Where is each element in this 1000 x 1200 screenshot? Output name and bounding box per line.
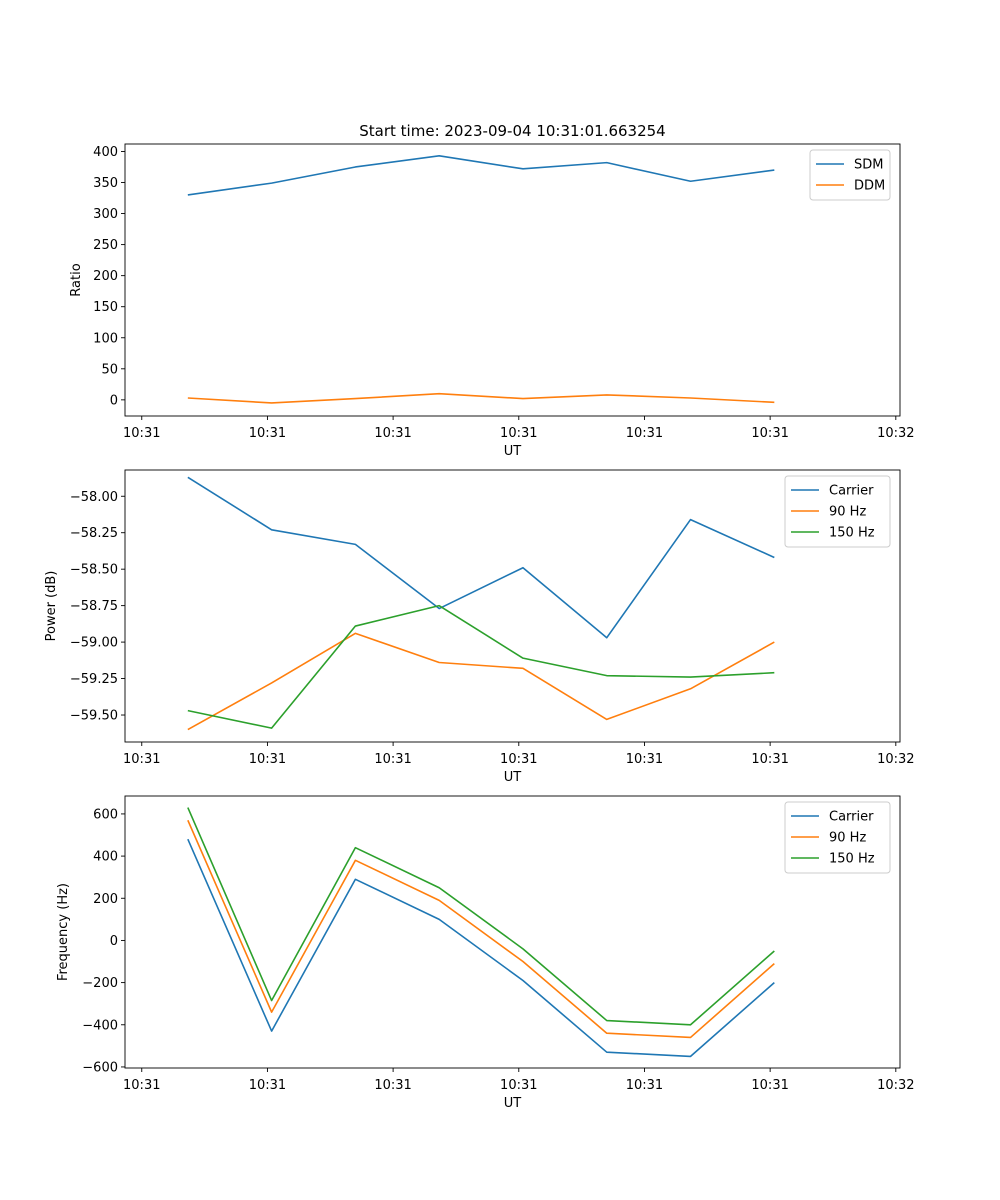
legend-label: Carrier (829, 484, 874, 499)
y-tick-label: 600 (93, 807, 118, 822)
y-axis-label: Power (dB) (44, 571, 59, 642)
y-tick-label: −58.50 (70, 563, 118, 578)
legend-label: 150 Hz (829, 526, 875, 541)
y-tick-label: 200 (93, 269, 118, 284)
legend-box (809, 149, 891, 201)
x-tick-label: 10:31 (123, 752, 160, 767)
plot-3: −600 −400 −200 0 200 400 600 10:31 10:31 10:31 10:… (56, 795, 915, 1111)
series-line-90-hz (187, 632, 775, 731)
x-tick-label: 10:31 (249, 752, 286, 767)
y-tick-label: 350 (93, 176, 118, 191)
x-tick-label: 10:31 (374, 426, 411, 441)
legend-box (784, 801, 891, 874)
x-tick-label: 10:31 (249, 426, 286, 441)
series-line-ddm (187, 392, 775, 404)
x-tick-label: 10:31 (626, 752, 663, 767)
series-line-sdm (187, 155, 775, 196)
y-tick-label: −600 (82, 1060, 118, 1075)
y-tick-label: 400 (93, 850, 118, 865)
series-line-150-hz (187, 604, 775, 729)
plot-1: 0 50 100 150 200 250 300 350 400 10:31 10:31 10:31 1… (69, 143, 915, 459)
y-tick-label: −200 (82, 976, 118, 991)
plots-container: 0 50 100 150 200 250 300 350 400 10:31 10:31 10:31 1… (44, 143, 915, 1111)
series-line-90-hz (187, 819, 775, 1039)
x-axis-label: UT (504, 1096, 522, 1111)
plot-2: −59.50 −59.25 −59.00 −58.75 −58.50 −58.25 −58.… (44, 469, 915, 785)
x-tick-label: 10:31 (500, 426, 537, 441)
y-tick-label: 400 (93, 145, 118, 160)
y-tick-label: 150 (93, 300, 118, 315)
x-tick-label: 10:31 (751, 752, 788, 767)
y-tick-label: 250 (93, 238, 118, 253)
x-tick-label: 10:32 (877, 426, 914, 441)
legend-label: 150 Hz (829, 852, 875, 867)
y-tick-label: 50 (101, 362, 118, 377)
x-tick-label: 10:31 (751, 1078, 788, 1093)
figure-title: Start time: 2023-09-04 10:31:01.663254 (359, 122, 665, 140)
y-tick-label: 0 (110, 393, 118, 408)
x-axis-label: UT (504, 444, 522, 459)
x-tick-label: 10:31 (249, 1078, 286, 1093)
axes-frame (124, 469, 901, 743)
y-axis-label: Frequency (Hz) (56, 883, 71, 981)
legend-label: DDM (854, 179, 885, 194)
y-axis-label: Ratio (69, 263, 84, 296)
y-tick-label: −59.25 (70, 672, 118, 687)
x-tick-label: 10:31 (500, 1078, 537, 1093)
x-tick-label: 10:31 (374, 752, 411, 767)
y-tick-label: 100 (93, 331, 118, 346)
legend-label: 90 Hz (829, 831, 866, 846)
x-axis-label: UT (504, 770, 522, 785)
y-tick-label: 300 (93, 207, 118, 222)
x-tick-label: 10:31 (374, 1078, 411, 1093)
y-tick-label: −59.50 (70, 709, 118, 724)
y-tick-label: −58.25 (70, 526, 118, 541)
legend-label: Carrier (829, 810, 874, 825)
legend-label: SDM (854, 158, 883, 173)
y-tick-label: −59.00 (70, 636, 118, 651)
x-tick-label: 10:31 (500, 752, 537, 767)
axes-frame (124, 143, 901, 417)
series-line-carrier (187, 476, 775, 639)
y-tick-label: 200 (93, 892, 118, 907)
x-tick-label: 10:31 (626, 426, 663, 441)
series-line-150-hz (187, 807, 775, 1026)
y-tick-label: −58.00 (70, 490, 118, 505)
y-tick-label: −58.75 (70, 599, 118, 614)
x-tick-label: 10:31 (123, 426, 160, 441)
y-tick-label: 0 (110, 934, 118, 949)
x-tick-label: 10:31 (123, 1078, 160, 1093)
x-tick-label: 10:32 (877, 752, 914, 767)
x-tick-label: 10:31 (626, 1078, 663, 1093)
y-tick-label: −400 (82, 1018, 118, 1033)
legend-label: 90 Hz (829, 505, 866, 520)
x-tick-label: 10:32 (877, 1078, 914, 1093)
x-tick-label: 10:31 (751, 426, 788, 441)
legend-box (784, 475, 891, 548)
series-line-carrier (187, 838, 775, 1058)
axes-frame (124, 795, 901, 1069)
